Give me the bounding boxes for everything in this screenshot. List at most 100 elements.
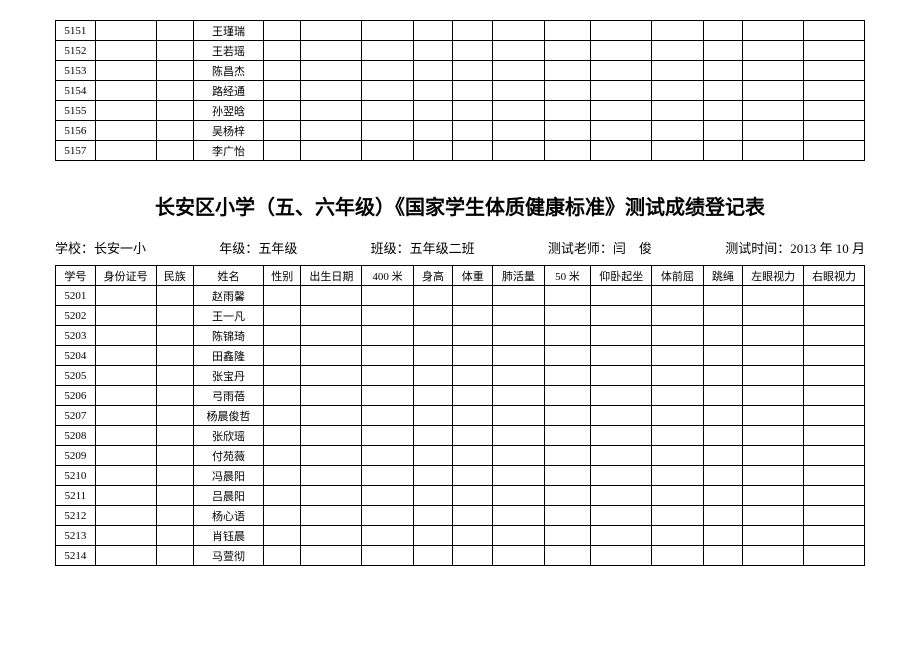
table-cell — [95, 101, 156, 121]
table-cell — [264, 101, 301, 121]
table-cell — [301, 446, 362, 466]
table-cell — [703, 286, 743, 306]
table-cell — [453, 406, 493, 426]
table-cell — [362, 21, 413, 41]
table-cell — [544, 426, 591, 446]
table-cell — [362, 306, 413, 326]
table-cell — [95, 346, 156, 366]
table-cell: 5154 — [56, 81, 96, 101]
table-cell — [652, 506, 703, 526]
table-cell — [413, 446, 453, 466]
table-cell — [156, 121, 193, 141]
header-cell: 50 米 — [544, 266, 591, 286]
table-cell — [591, 101, 652, 121]
table-cell: 赵雨馨 — [193, 286, 263, 306]
table-cell — [652, 286, 703, 306]
table-cell: 冯晨阳 — [193, 466, 263, 486]
table-cell — [493, 121, 544, 141]
score-table-main: 学号身份证号民族姓名性别出生日期400 米身高体重肺活量50 米仰卧起坐体前屈跳… — [55, 265, 865, 566]
table-row: 5212杨心语 — [56, 506, 865, 526]
table-cell — [453, 506, 493, 526]
table-cell — [156, 326, 193, 346]
table-cell: 5151 — [56, 21, 96, 41]
table-cell — [362, 326, 413, 346]
table-cell — [413, 21, 453, 41]
table-cell: 5152 — [56, 41, 96, 61]
table-row: 5156吴杨梓 — [56, 121, 865, 141]
table-cell — [591, 406, 652, 426]
table-row: 5202王一凡 — [56, 306, 865, 326]
table-cell — [156, 141, 193, 161]
table-cell: 路经通 — [193, 81, 263, 101]
table-cell — [362, 526, 413, 546]
table-cell — [156, 466, 193, 486]
table-cell — [743, 466, 804, 486]
table-cell — [743, 21, 804, 41]
table-cell — [591, 141, 652, 161]
table-cell — [743, 546, 804, 566]
table-cell — [301, 426, 362, 446]
table-cell — [493, 366, 544, 386]
table-cell — [493, 21, 544, 41]
header-cell: 跳绳 — [703, 266, 743, 286]
table-cell — [652, 426, 703, 446]
table-cell — [264, 346, 301, 366]
table-cell — [301, 286, 362, 306]
table-cell — [453, 386, 493, 406]
table-cell — [264, 486, 301, 506]
table-row: 5209付苑薇 — [56, 446, 865, 466]
table-cell: 弓雨蓓 — [193, 386, 263, 406]
table-cell — [703, 406, 743, 426]
school-label: 学校： — [55, 241, 94, 256]
table-cell — [301, 366, 362, 386]
table-cell — [652, 466, 703, 486]
table-cell — [493, 426, 544, 446]
table-cell — [95, 386, 156, 406]
table-cell — [95, 466, 156, 486]
table-cell — [743, 526, 804, 546]
table-cell: 陈昌杰 — [193, 61, 263, 81]
table-cell — [544, 306, 591, 326]
table-cell — [493, 41, 544, 61]
table-cell — [544, 386, 591, 406]
table-cell — [804, 286, 865, 306]
table-cell — [743, 326, 804, 346]
table-cell — [453, 61, 493, 81]
table-cell — [156, 426, 193, 446]
header-cell: 体重 — [453, 266, 493, 286]
table-cell — [804, 101, 865, 121]
table-cell — [95, 406, 156, 426]
table-cell: 吴杨梓 — [193, 121, 263, 141]
table-cell — [413, 426, 453, 446]
table-cell — [362, 81, 413, 101]
table-cell — [264, 386, 301, 406]
table-cell: 5201 — [56, 286, 96, 306]
table-cell — [301, 506, 362, 526]
table-cell — [413, 101, 453, 121]
table-cell — [453, 81, 493, 101]
table-cell — [544, 326, 591, 346]
table-cell — [453, 101, 493, 121]
table-cell — [264, 446, 301, 466]
table-cell — [804, 486, 865, 506]
table-cell — [413, 61, 453, 81]
table-cell — [544, 446, 591, 466]
score-table-top: 5151王瑾瑞5152王若瑶5153陈昌杰5154路经通5155孙翌晗5156吴… — [55, 20, 865, 161]
table-cell — [703, 366, 743, 386]
table-cell: 5155 — [56, 101, 96, 121]
table-cell — [362, 466, 413, 486]
table-cell — [362, 506, 413, 526]
table-cell — [301, 41, 362, 61]
table-cell — [95, 41, 156, 61]
table-cell — [743, 486, 804, 506]
table-cell — [493, 286, 544, 306]
table-cell — [264, 366, 301, 386]
header-cell: 肺活量 — [493, 266, 544, 286]
table-cell — [95, 121, 156, 141]
table-cell — [703, 526, 743, 546]
class-label: 班级： — [371, 241, 410, 256]
table-cell — [544, 41, 591, 61]
table-cell — [804, 546, 865, 566]
table-cell: 5211 — [56, 486, 96, 506]
table-cell — [413, 121, 453, 141]
